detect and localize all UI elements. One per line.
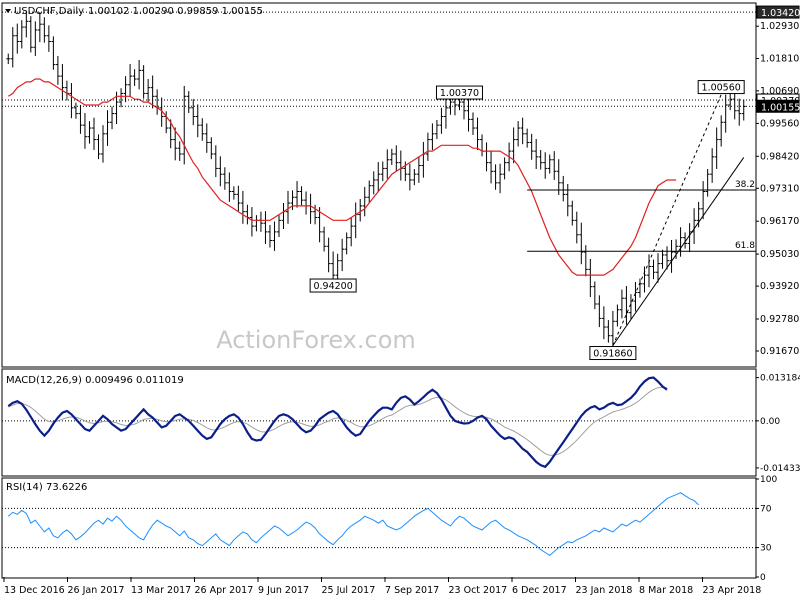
chart-symbol-label: USDCHF,Daily: [14, 6, 84, 17]
macd-pane-frame: [1, 368, 757, 477]
y-axis-tick-label: 0.96170: [760, 216, 799, 227]
x-axis-tick-label: 9 Jun 2017: [258, 585, 309, 596]
y-axis-tick-label: 1.01810: [760, 54, 799, 65]
price-callout-box: [589, 346, 637, 361]
price-tag-box: [756, 5, 800, 19]
price-tag: 1.00155: [756, 99, 800, 113]
macd-axis-tick-label: 0.00: [760, 417, 780, 427]
x-axis-tick-label: 23 Oct 2017: [449, 585, 508, 596]
price-tag-box: [756, 99, 800, 113]
price-callout: 0.94200: [309, 278, 357, 293]
x-axis-tick-label: 8 Mar 2018: [639, 585, 693, 596]
rsi-axis-tick-label: 0: [760, 573, 766, 583]
watermark: ActionForex.com: [216, 326, 416, 354]
y-axis-tick-label: 1.02930: [760, 21, 799, 32]
fib-level-label: 61.8: [735, 241, 755, 251]
collapse-triangle-icon[interactable]: [5, 9, 11, 13]
trendline: [612, 157, 745, 346]
price-tag: 1.03420: [756, 5, 800, 19]
x-axis-tick-label: 25 Jul 2017: [322, 585, 376, 596]
main-pane-frame: [1, 2, 757, 368]
price-callout-label: 0.91860: [593, 349, 632, 360]
chart-ohlc-label: 1.00102 1.00290 0.99859 1.00155: [88, 6, 263, 17]
x-axis-tick-label: 26 Jan 2017: [68, 585, 125, 596]
price-callout-label: 1.00560: [702, 83, 741, 94]
price-callout-box: [309, 278, 357, 293]
rsi-axis-tick-label: 70: [760, 504, 772, 514]
moving-average-line: [7, 78, 677, 276]
x-axis-tick-label: 13 Dec 2016: [4, 585, 65, 596]
rsi-pane-frame: [1, 477, 757, 579]
y-axis-tick-label: 0.92780: [760, 314, 799, 325]
x-axis-tick-label: 7 Sep 2017: [385, 585, 439, 596]
y-axis-tick-label: 0.95030: [760, 249, 799, 260]
y-axis-tick-label: 0.97310: [760, 183, 799, 194]
fib-level-label: 38.2: [735, 180, 755, 190]
price-tag-label: 1.03420: [761, 8, 800, 19]
price-callout-box: [435, 85, 483, 100]
price-callout: 1.00560: [697, 80, 745, 95]
x-axis-tick-label: 6 Dec 2017: [512, 585, 567, 596]
macd-signal-line: [8, 386, 668, 456]
price-callout-label: 1.00370: [440, 88, 479, 99]
y-axis-tick-label: 0.99560: [760, 118, 799, 129]
x-axis-tick-label: 23 Jan 2018: [576, 585, 633, 596]
y-axis-tick-label: 0.91670: [760, 346, 799, 357]
rsi-axis-tick-label: 30: [760, 544, 772, 554]
macd-pane: [2, 376, 756, 469]
rsi-line: [7, 492, 699, 557]
rsi-title: RSI(14) 73.6226: [6, 482, 87, 493]
price-tag-label: 1.00155: [761, 102, 800, 113]
y-axis-tick-label: 0.98420: [760, 151, 799, 162]
price-callout: 0.91860: [589, 346, 637, 361]
x-axis-tick-label: 23 Apr 2018: [703, 585, 762, 596]
macd-title: MACD(12,26,9) 0.009496 0.011019: [6, 375, 184, 386]
price-callout-label: 0.94200: [313, 281, 352, 292]
x-axis-tick-label: 26 Apr 2017: [195, 585, 254, 596]
macd-axis-tick-label: -0.014339: [760, 464, 800, 474]
y-axis-tick-label: 1.00690: [760, 86, 799, 97]
y-axis-tick-label: 0.93920: [760, 281, 799, 292]
price-callout: 1.00370: [435, 85, 483, 100]
main-pane: 38.2 61.8 1.00370 0.94200 1.00560 0.91860: [2, 10, 756, 361]
macd-axis-tick-label: 0.013184: [760, 374, 800, 384]
rsi-axis-tick-label: 100: [760, 475, 777, 485]
rsi-pane: [2, 492, 756, 557]
macd-line: [7, 376, 668, 469]
price-callout-box: [697, 80, 745, 95]
x-axis-tick-label: 13 Mar 2017: [131, 585, 191, 596]
axes: 1.02930 1.01810 1.00690 0.99560 0.98420 0.973…: [3, 5, 800, 596]
